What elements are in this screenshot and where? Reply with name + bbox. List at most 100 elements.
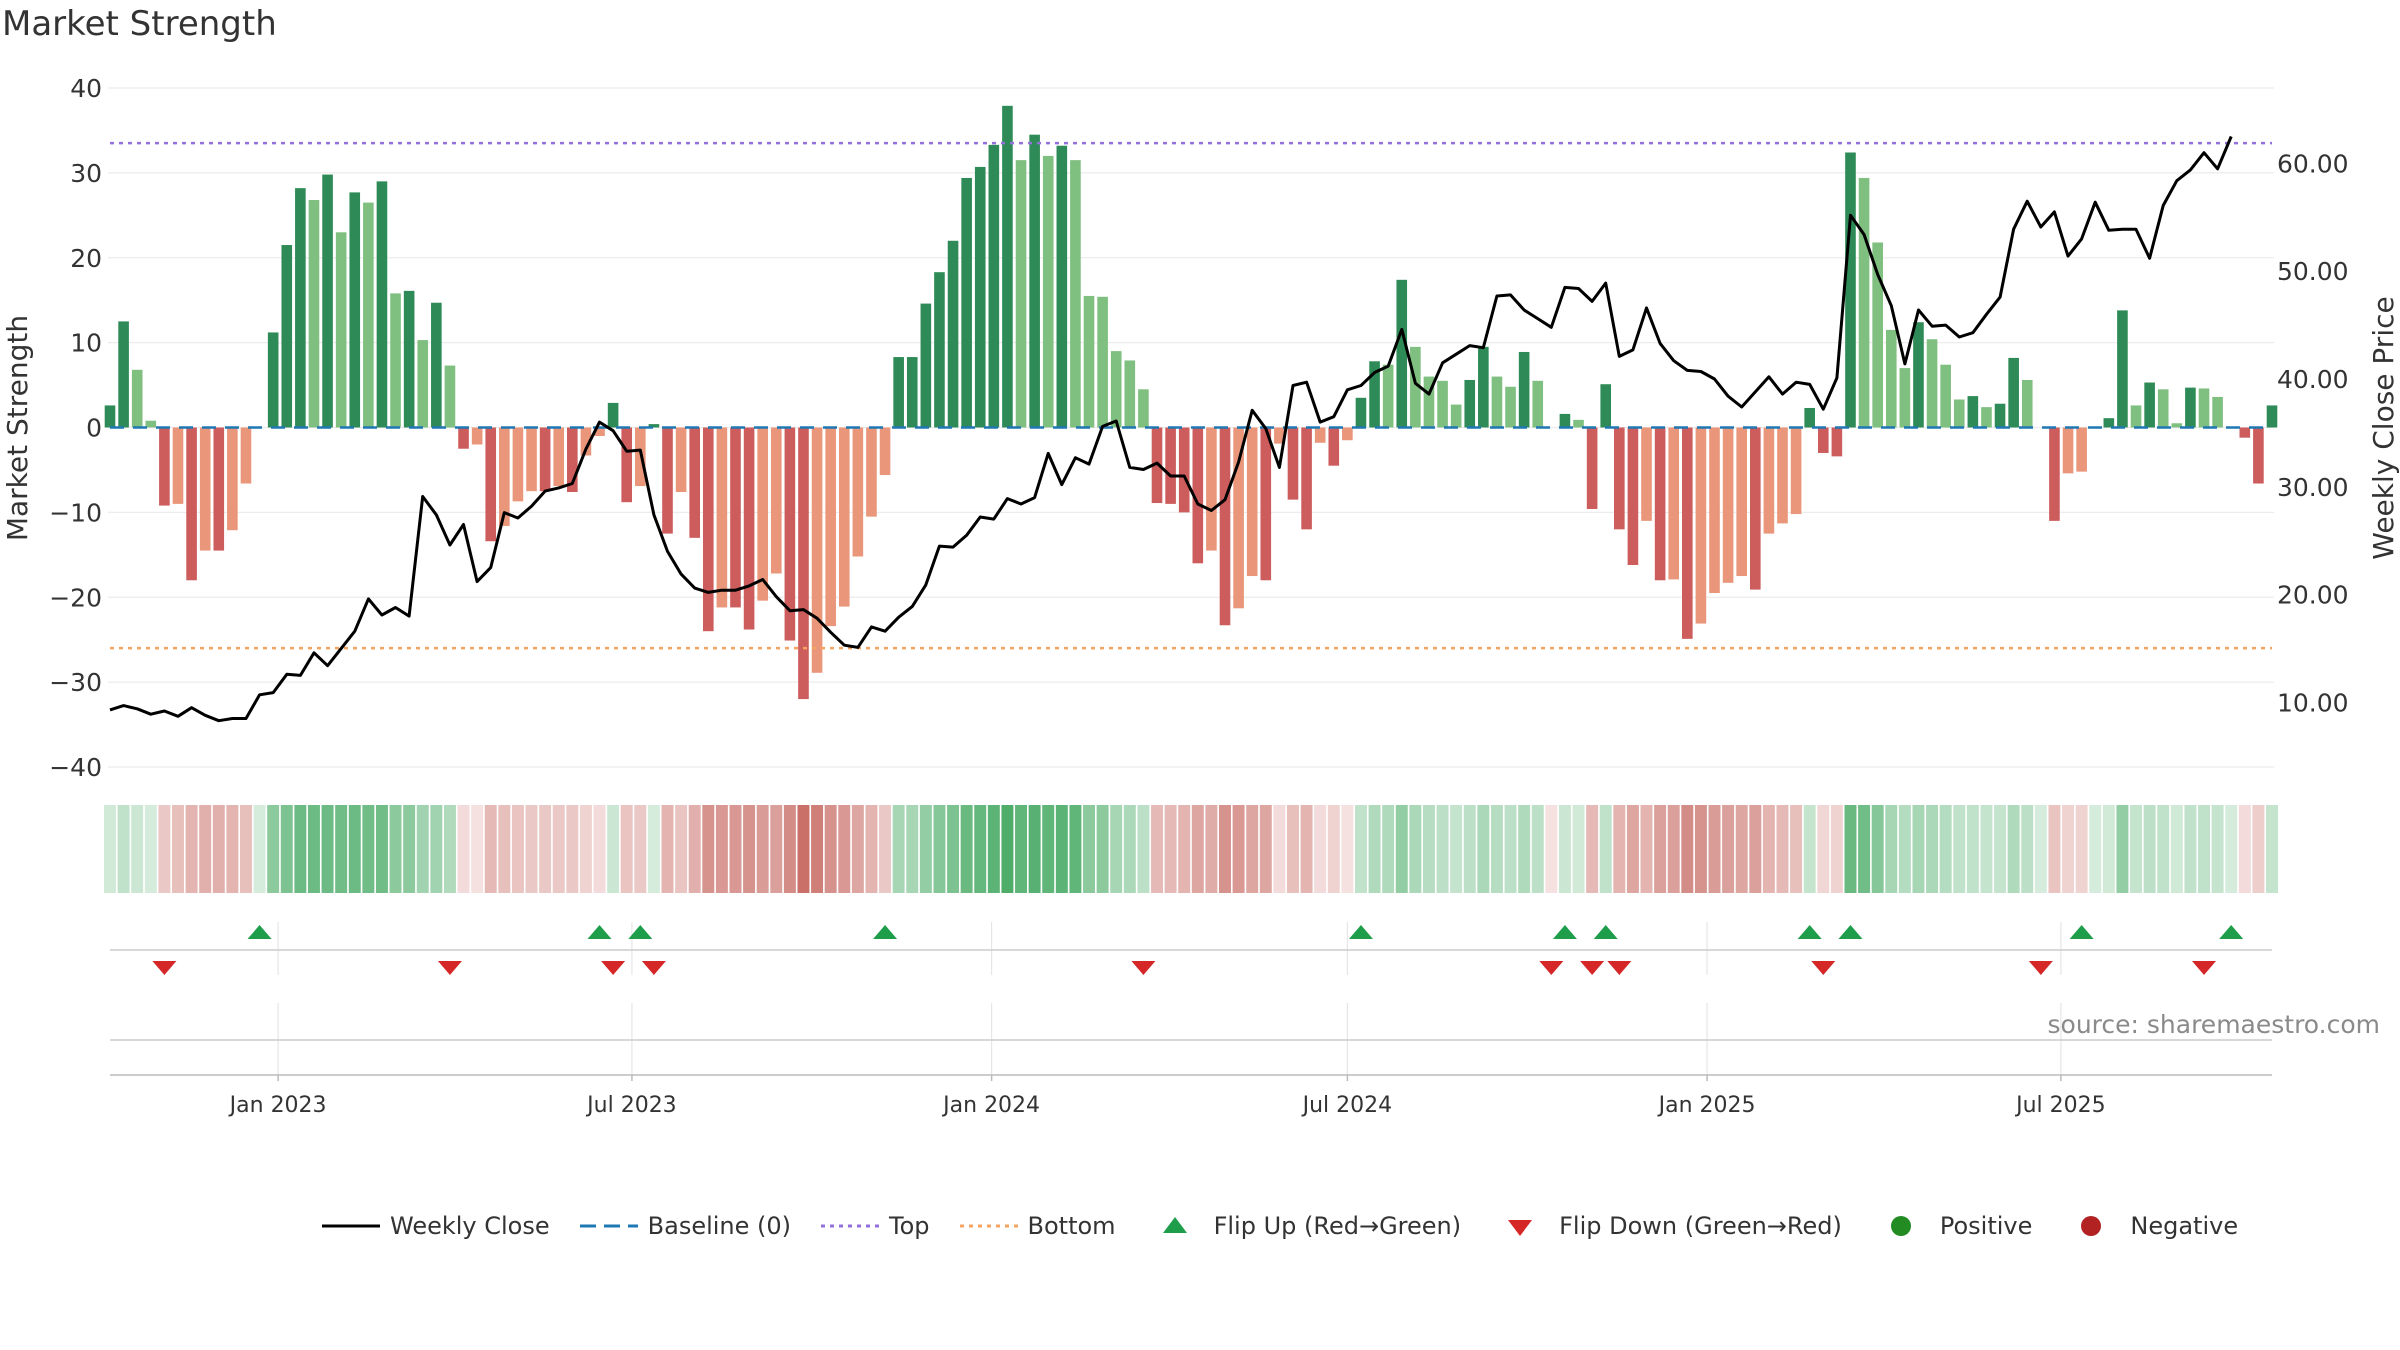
strength-bar (376, 181, 388, 428)
band-cell (743, 805, 756, 893)
strength-bar (403, 290, 415, 428)
strength-bar (2239, 427, 2251, 438)
y-tick-label: 20 (70, 244, 102, 273)
band-cell (1001, 805, 1014, 893)
band-cell (1409, 805, 1422, 893)
strength-bar (553, 427, 565, 487)
legend-item-weekly-close: Weekly Close (320, 1211, 550, 1241)
legend: Weekly Close Baseline (0) Top Bottom Fli… (320, 1208, 2266, 1244)
flip-up-marker (2219, 925, 2244, 939)
band-cell (1205, 805, 1218, 893)
band-cell (797, 805, 810, 893)
strength-bar (1777, 427, 1788, 524)
band-cell (1572, 805, 1585, 893)
band-cell (1708, 805, 1721, 893)
band-cell (1096, 805, 1109, 893)
band-cell (1626, 805, 1639, 893)
strength-bar (1817, 427, 1829, 453)
band-cell (1858, 805, 1871, 893)
band-cell (1722, 805, 1735, 893)
band-cell (1790, 805, 1803, 893)
strength-bar (227, 427, 238, 531)
band-cell (172, 805, 184, 893)
band-cell (1327, 805, 1340, 893)
band-cell (1504, 805, 1517, 893)
strength-bar (1097, 296, 1108, 428)
strength-bar (879, 427, 891, 476)
strength-bar (363, 202, 374, 428)
band-cell (1830, 805, 1843, 893)
reference-lines (110, 141, 2272, 650)
strength-bar (662, 427, 673, 534)
band-cell (1558, 805, 1571, 893)
flip-down-marker (641, 961, 666, 975)
legend-item-flip-down: Flip Down (Green→Red) (1489, 1211, 1842, 1241)
band-cell (525, 805, 538, 893)
y-tick-label: −10 (49, 498, 102, 527)
legend-line-dotted-purple-icon (819, 1211, 881, 1241)
strength-bar (1654, 427, 1666, 581)
source-note: source: sharemaestro.com (2047, 1010, 2381, 1039)
band-cell (1694, 805, 1707, 893)
band-cell (403, 805, 416, 893)
strength-bar (1015, 160, 1027, 428)
band-cell (539, 805, 552, 893)
band-cell (1422, 805, 1435, 893)
band-cell (1382, 805, 1395, 893)
band-cell (294, 805, 307, 893)
flip-up-marker (1593, 925, 1618, 939)
strength-bar (770, 427, 782, 574)
band-cell (620, 805, 633, 893)
strength-bar (1600, 384, 1612, 428)
band-cell (1110, 805, 1123, 893)
band-cell (253, 805, 266, 893)
strength-bar (335, 232, 347, 428)
flip-down-marker (1811, 961, 1836, 975)
x-tick-label: Jul 2023 (585, 1093, 677, 1118)
strength-bar (621, 427, 633, 503)
strength-bar (906, 357, 918, 428)
band-cell (1042, 805, 1055, 893)
strength-bar (1627, 427, 1639, 565)
band-cell (2238, 805, 2251, 893)
strength-bar (186, 427, 197, 581)
band-cell (2021, 805, 2034, 893)
band-cell (1980, 805, 1993, 893)
strength-bar (485, 427, 497, 542)
strength-bar (2198, 388, 2210, 428)
band-cell (960, 805, 973, 893)
strength-bar (730, 427, 741, 608)
band-cell (1083, 805, 1096, 893)
strength-bar (1083, 295, 1095, 428)
strength-bar (1464, 379, 1476, 428)
strength-bar (1056, 145, 1068, 428)
strength-bar (2008, 357, 2019, 428)
y-tick-label: 40 (70, 74, 102, 103)
axes: −40 −30 −20 −10 0 10 20 30 40 10.00 20.00 30.00 40.0… (1, 74, 2400, 782)
flip-up-marker (1552, 925, 1577, 939)
x-tick-label: Jan 2024 (941, 1093, 1040, 1118)
strength-bar (2062, 427, 2074, 474)
band-cell (2252, 805, 2265, 893)
band-cell (1314, 805, 1327, 893)
band-cell (1776, 805, 1789, 893)
band-cell (1926, 805, 1939, 893)
flip-down-marker (2028, 961, 2053, 975)
legend-label-weekly-close: Weekly Close (390, 1212, 550, 1240)
flip-markers-panel (110, 922, 2272, 975)
x-tick-label: Jan 2023 (228, 1093, 327, 1118)
strength-bar (1423, 376, 1435, 428)
band-cell (892, 805, 905, 893)
flip-up-marker (2069, 925, 2094, 939)
strength-bar (1029, 134, 1040, 428)
strength-bar (240, 427, 252, 484)
strength-bar (1913, 322, 1924, 428)
strength-bar (920, 303, 932, 428)
band-cell (783, 805, 796, 893)
y-axis-title: Market Strength (1, 315, 34, 541)
strength-bars (104, 105, 2278, 700)
flip-down-marker (152, 961, 177, 975)
strength-bar (2157, 389, 2169, 428)
strength-bar (716, 427, 728, 608)
